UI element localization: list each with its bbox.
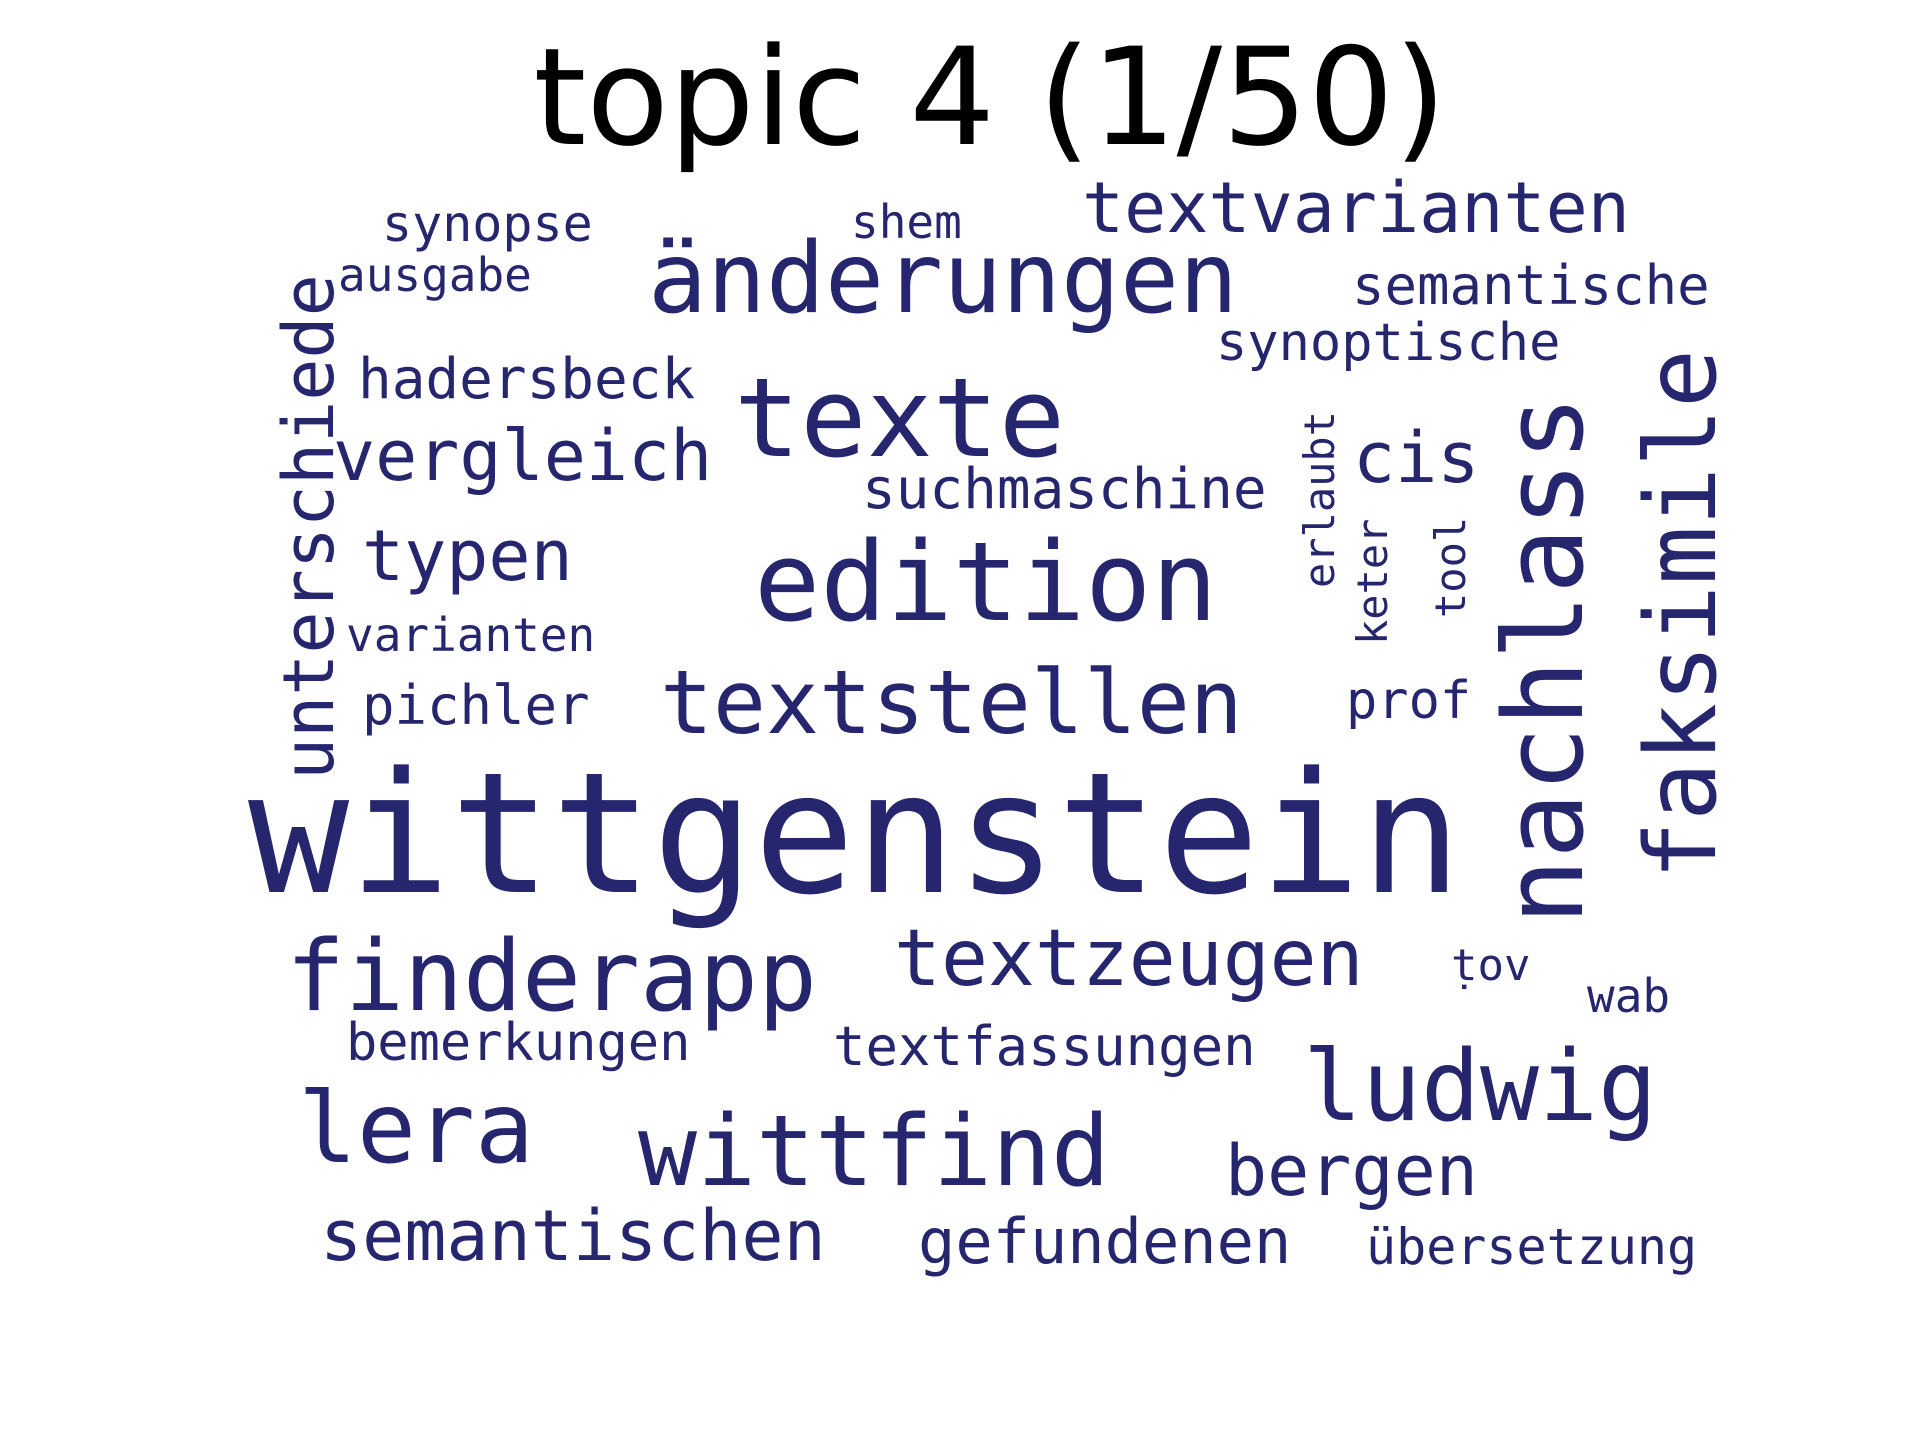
cloud-word: semantische (1352, 254, 1710, 317)
cloud-word: nachlass (1480, 395, 1608, 925)
cloud-word: wab (1587, 969, 1670, 1023)
cloud-word: synoptische (1216, 313, 1560, 373)
cloud-word: pichler (362, 674, 590, 737)
cloud-word: suchmaschine (862, 457, 1267, 522)
cloud-word: keter (1348, 519, 1397, 645)
cloud-word: textzeugen (894, 914, 1364, 1004)
cloud-word: unterschiede (268, 274, 350, 780)
cloud-word: textvarianten (1082, 167, 1630, 249)
cloud-word: bemerkungen (346, 1013, 690, 1073)
cloud-word: textfassungen (833, 1015, 1256, 1078)
cloud-word: finderapp (286, 920, 817, 1034)
cloud-word: änderungen (648, 222, 1238, 336)
chart-title: topic 4 (1/50) (533, 19, 1447, 176)
cloud-word: texte (734, 354, 1065, 482)
cloud-word: hadersbeck (358, 347, 695, 412)
cloud-word: gefundenen (918, 1205, 1291, 1278)
cloud-word: shem (851, 195, 962, 249)
cloud-word: cis (1353, 417, 1479, 499)
cloud-word: ausgabe (338, 248, 532, 302)
cloud-word: vergleich (333, 415, 712, 497)
cloud-word: wittgenstein (248, 736, 1462, 932)
cloud-word: ludwig (1303, 1030, 1657, 1144)
cloud-word: lera (298, 1072, 534, 1186)
cloud-word: erlaubt (1295, 411, 1344, 588)
cloud-word: edition (754, 518, 1218, 646)
cloud-word: wittfind (638, 1095, 1110, 1209)
cloud-word: bergen (1225, 1130, 1478, 1212)
cloud-word: übersetzung (1366, 1218, 1697, 1276)
cloud-word: faksimile (1625, 349, 1739, 880)
cloud-word: typen (362, 515, 573, 597)
cloud-word: tool (1426, 517, 1475, 618)
cloud-word: synopse (382, 195, 593, 253)
cloud-word: semantischen (320, 1195, 826, 1277)
cloud-word: ṭov (1451, 940, 1530, 991)
cloud-word: varianten (346, 608, 595, 662)
cloud-word: textstellen (660, 651, 1243, 754)
cloud-word: prof (1346, 671, 1471, 731)
